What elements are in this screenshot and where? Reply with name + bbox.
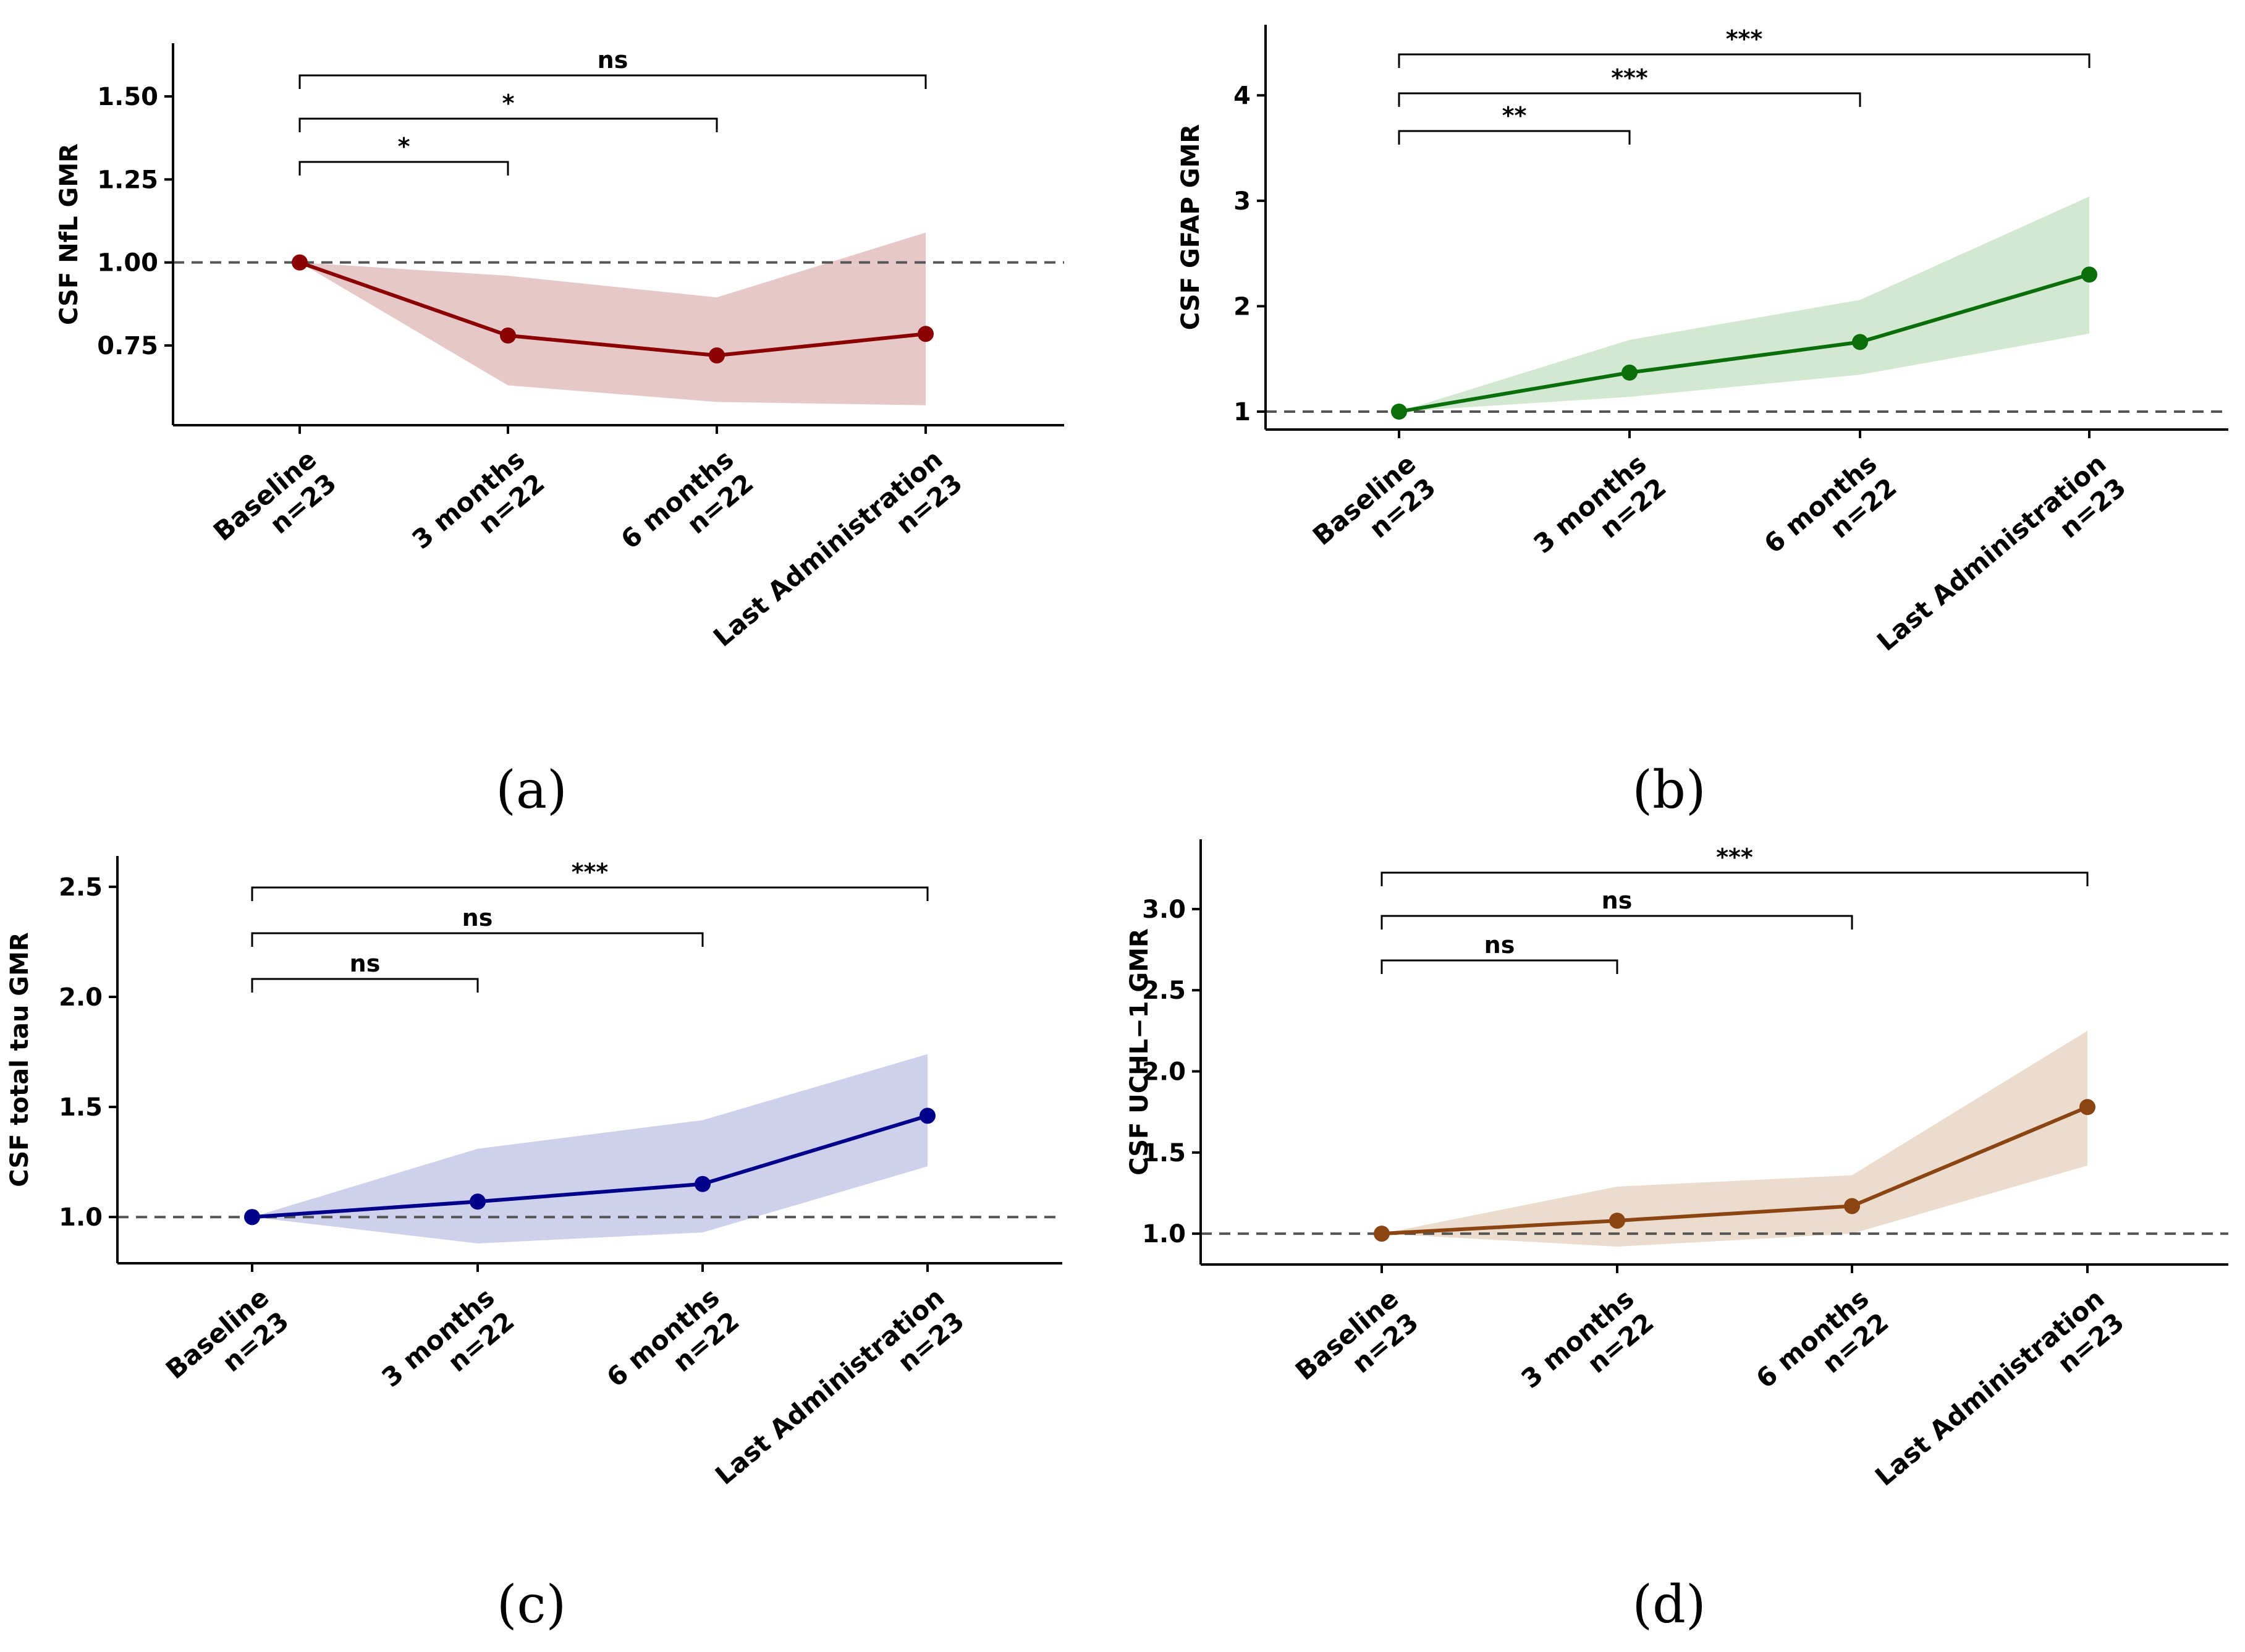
series-line [252, 1114, 928, 1219]
data-point-baseline [292, 254, 308, 271]
significance-label: ns [598, 46, 628, 74]
x-tick-label-3-months: 3 monthsn=22 [1515, 1283, 1659, 1418]
x-tick-label-6-months: 6 monthsn=22 [1750, 1283, 1894, 1418]
x-tick-label-3-months: 3 monthsn=22 [406, 444, 550, 578]
data-point-baseline [1374, 1226, 1390, 1242]
significance-label: ns [462, 904, 493, 931]
x-tick-label-6-months: 6 monthsn=22 [601, 1282, 745, 1417]
data-point-last-administration [2079, 1099, 2095, 1116]
significance-label: *** [572, 858, 609, 886]
y-axis-title: CSF NfL GMR [55, 143, 83, 325]
panel-label: (a) [496, 760, 567, 820]
chart-panel-3: 1.0 1.5 2.0 2.5 CSF total tau GMR Baselinen=2… [6, 856, 1062, 1635]
y-axis-title: CSF GFAP GMR [1177, 124, 1205, 330]
y-tick-label: 1.25 [97, 166, 158, 194]
y-tick-label: 1.5 [1142, 1139, 1186, 1167]
significance-label: ns [1602, 887, 1633, 914]
y-tick-label: 2.5 [59, 873, 103, 902]
y-tick-label: 4 [1233, 82, 1251, 110]
x-tick-label-last-administration: Last Administrationn=23 [1869, 1283, 2130, 1515]
chart-panel-1: 0.75 1.00 1.25 1.50 CSF NfL GMR Baselinen=23 3… [55, 43, 1064, 820]
category-name: Last Administration [1869, 1283, 2110, 1492]
significance-label: ** [1502, 102, 1527, 129]
y-tick-label: 1 [1233, 398, 1251, 426]
x-tick-label-baseline: Baselinen=23 [1290, 1283, 1424, 1410]
data-point-baseline [1391, 404, 1407, 420]
y-tick-label: 3.0 [1142, 896, 1186, 924]
significance-bracket [1398, 53, 2091, 68]
significance-bracket [298, 74, 927, 89]
y-tick-label: 2 [1233, 292, 1251, 321]
x-tick-label-3-months: 3 monthsn=22 [376, 1282, 520, 1417]
significance-label: ns [350, 950, 381, 977]
significance-bracket [1380, 915, 1853, 930]
data-point-6-months [1852, 334, 1868, 350]
significance-bracket [298, 117, 718, 132]
series-line [1398, 273, 2090, 413]
category-name: Last Administration [709, 1282, 950, 1491]
significance-label: *** [1726, 25, 1763, 53]
data-point-baseline [244, 1209, 260, 1226]
significance-bracket [251, 978, 479, 993]
data-point-3-months [1609, 1213, 1625, 1229]
category-name: Last Administration [1871, 448, 2112, 657]
data-point-last-administration [2081, 266, 2097, 283]
confidence-band [300, 232, 926, 405]
significance-bracket [251, 886, 929, 901]
significance-bracket [1398, 130, 1631, 145]
x-tick-label-last-administration: Last Administrationn=23 [709, 1282, 970, 1514]
panel-label: (d) [1632, 1574, 1706, 1635]
y-tick-label: 2.0 [1142, 1058, 1186, 1087]
chart-panel-4: 1.0 1.5 2.0 2.5 3.0 CSF UCHL−1 GMR Baselinen=2… [1125, 839, 2228, 1635]
data-point-6-months [709, 347, 725, 364]
x-tick-label-baseline: Baselinen=23 [208, 444, 342, 570]
significance-label: * [398, 133, 410, 160]
series-line [1381, 1105, 2089, 1236]
significance-bracket [1380, 959, 1618, 974]
y-tick-label: 1.00 [97, 249, 158, 277]
significance-bracket [251, 932, 704, 947]
y-axis-title: CSF UCHL−1 GMR [1125, 928, 1154, 1175]
significance-label: ns [1484, 931, 1515, 959]
x-tick-label-6-months: 6 monthsn=22 [615, 444, 759, 578]
data-point-6-months [695, 1175, 711, 1192]
series-line [299, 260, 926, 358]
panel-label: (b) [1632, 760, 1706, 820]
x-tick-label-last-administration: Last Administrationn=23 [1871, 448, 2132, 680]
chart-panel-2: 1 2 3 4 CSF GFAP GMR Baselinen=23 3 monthsn=22… [1177, 25, 2228, 820]
y-tick-label: 2.5 [1142, 976, 1186, 1005]
y-tick-label: 2.0 [59, 983, 103, 1012]
data-point-3-months [500, 327, 516, 344]
data-point-3-months [470, 1193, 486, 1210]
significance-bracket [298, 161, 509, 176]
data-point-6-months [1844, 1198, 1860, 1214]
x-tick-label-baseline: Baselinen=23 [1307, 448, 1442, 575]
significance-bracket [1380, 871, 2089, 886]
confidence-band [1399, 197, 2089, 412]
x-tick-label-6-months: 6 monthsn=22 [1758, 448, 1902, 583]
data-point-last-administration [918, 326, 934, 342]
significance-label: *** [1716, 844, 1753, 871]
confidence-band [252, 1054, 928, 1243]
significance-label: *** [1611, 64, 1648, 91]
confidence-band [1382, 1030, 2087, 1247]
panel-label: (c) [497, 1574, 567, 1635]
y-tick-label: 1.50 [97, 83, 158, 111]
y-tick-label: 3 [1233, 187, 1251, 216]
y-axis-title: CSF total tau GMR [6, 932, 34, 1187]
significance-label: * [502, 90, 515, 117]
y-tick-label: 1.0 [1142, 1220, 1186, 1248]
x-tick-label-3-months: 3 monthsn=22 [1528, 448, 1672, 583]
data-point-last-administration [920, 1108, 936, 1124]
y-tick-label: 1.0 [59, 1203, 103, 1232]
x-tick-label-baseline: Baselinen=23 [160, 1282, 295, 1408]
y-tick-label: 1.5 [59, 1093, 103, 1122]
significance-bracket [1398, 92, 1861, 107]
data-point-3-months [1621, 364, 1638, 381]
y-tick-label: 0.75 [97, 332, 158, 360]
